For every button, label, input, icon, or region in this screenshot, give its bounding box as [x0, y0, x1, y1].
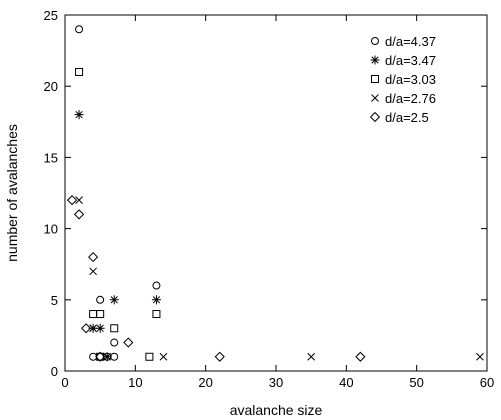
point-square — [96, 310, 105, 319]
point-asterisk — [109, 295, 119, 305]
point-square — [89, 310, 98, 319]
x-tick-label: 30 — [269, 375, 283, 390]
x-tick-label: 10 — [128, 375, 142, 390]
point-diamond — [66, 195, 78, 206]
legend-marker-square — [371, 75, 379, 83]
point-cross — [103, 352, 112, 361]
point-square — [145, 352, 154, 361]
point-circle — [110, 338, 119, 347]
legend-marker-asterisk — [370, 55, 380, 65]
point-diamond — [214, 351, 225, 362]
point-diamond — [73, 209, 85, 220]
x-tick-label: 40 — [339, 375, 353, 390]
x-tick-label: 20 — [198, 375, 212, 390]
legend-label: d/a=2.5 — [385, 110, 429, 125]
data-points — [66, 25, 484, 362]
point-asterisk — [74, 110, 84, 120]
legend-marker-circle — [371, 37, 379, 45]
x-tick-label: 60 — [480, 375, 494, 390]
point-asterisk — [151, 295, 161, 305]
point-diamond — [81, 323, 92, 334]
point-cross — [159, 352, 168, 361]
point-square — [96, 352, 105, 361]
axis-ticks — [64, 14, 488, 372]
y-tick-label: 25 — [44, 8, 58, 23]
point-diamond — [355, 351, 366, 362]
legend-label: d/a=3.03 — [385, 72, 436, 87]
point-cross — [476, 352, 484, 361]
y-tick-label: 0 — [51, 364, 58, 379]
point-diamond — [123, 337, 134, 348]
point-cross — [75, 196, 83, 204]
legend-label: d/a=3.47 — [385, 53, 436, 68]
y-tick-label: 15 — [44, 150, 58, 165]
point-cross — [307, 352, 316, 361]
y-tick-label: 20 — [44, 79, 58, 94]
point-circle — [110, 352, 119, 361]
point-cross — [89, 324, 97, 333]
point-circle — [152, 281, 161, 290]
point-circle — [75, 25, 84, 34]
point-square — [110, 324, 119, 333]
legend-marker-diamond — [369, 111, 381, 123]
point-diamond — [88, 251, 99, 263]
legend: d/a=4.37 d/a=3.47 d/a=3.03 d/a=2.76 d/a=2.5 — [369, 34, 436, 125]
legend-marker-cross — [371, 94, 379, 102]
x-tick-label: 0 — [61, 375, 68, 390]
plot-frame — [64, 14, 488, 372]
point-cross — [89, 267, 97, 276]
point-square — [75, 67, 84, 76]
x-tick-label: 50 — [409, 375, 423, 390]
point-asterisk — [95, 323, 105, 333]
y-axis-label: number of avalanches — [4, 124, 20, 262]
y-tick-label: 5 — [51, 293, 58, 308]
legend-label: d/a=2.76 — [385, 91, 436, 106]
point-circle — [96, 295, 105, 304]
point-square — [152, 310, 161, 319]
x-axis-label: avalanche size — [230, 402, 323, 418]
y-tick-label: 10 — [44, 222, 58, 237]
point-diamond — [95, 351, 106, 362]
axis-tick-labels: 0 10 20 30 40 50 60 0 5 10 15 20 25 — [44, 8, 495, 390]
legend-label: d/a=4.37 — [385, 34, 436, 49]
